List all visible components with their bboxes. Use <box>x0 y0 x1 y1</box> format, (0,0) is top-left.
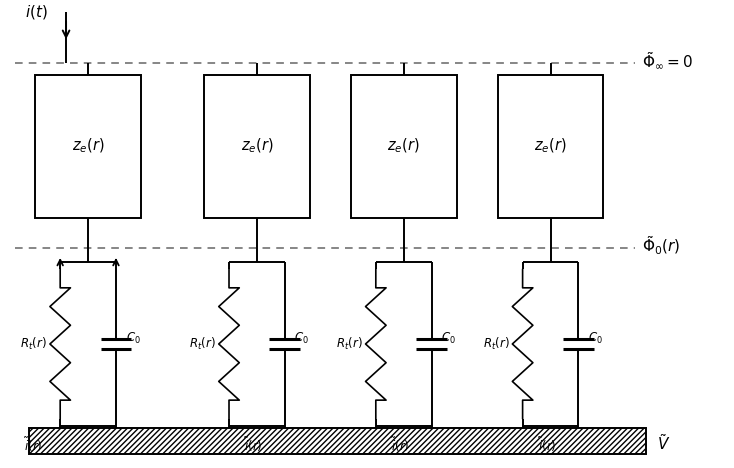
Text: $z_e(r)$: $z_e(r)$ <box>388 137 420 155</box>
Text: $z_e(r)$: $z_e(r)$ <box>241 137 273 155</box>
Text: $\tilde{\Phi}_{0}(r)$: $\tilde{\Phi}_{0}(r)$ <box>642 234 680 257</box>
Text: $\tilde{i}(r)$: $\tilde{i}(r)$ <box>23 435 43 454</box>
Text: $\tilde{i}(r)$: $\tilde{i}(r)$ <box>244 435 263 454</box>
Text: $i(t)$: $i(t)$ <box>25 3 48 21</box>
Polygon shape <box>29 428 646 454</box>
Text: $C_0$: $C_0$ <box>294 330 309 346</box>
Text: $R_t(r)$: $R_t(r)$ <box>336 336 363 352</box>
Text: $C_0$: $C_0$ <box>441 330 456 346</box>
Text: $C_0$: $C_0$ <box>588 330 603 346</box>
Text: $\tilde{i}(r)$: $\tilde{i}(r)$ <box>390 435 410 454</box>
Text: $R_t(r)$: $R_t(r)$ <box>189 336 216 352</box>
Text: $z_e(r)$: $z_e(r)$ <box>72 137 104 155</box>
Text: $R_t(r)$: $R_t(r)$ <box>21 336 47 352</box>
Text: $R_t(r)$: $R_t(r)$ <box>483 336 509 352</box>
Text: $\tilde{\Phi}_{\infty}=0$: $\tilde{\Phi}_{\infty}=0$ <box>642 51 693 71</box>
Text: $\tilde{i}(r)$: $\tilde{i}(r)$ <box>537 435 556 454</box>
Text: $C_0$: $C_0$ <box>126 330 140 346</box>
Text: $\tilde{V}$: $\tilde{V}$ <box>657 433 670 453</box>
Text: $z_e(r)$: $z_e(r)$ <box>534 137 567 155</box>
